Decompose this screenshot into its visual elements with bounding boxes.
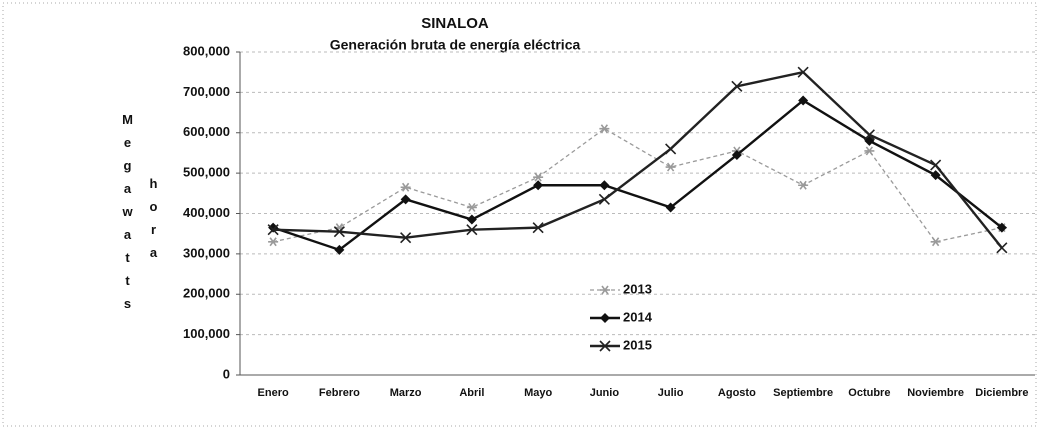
marker: [466, 202, 477, 212]
chart-title: SINALOA: [421, 15, 489, 32]
series-line: [272, 98, 1003, 252]
legend-label: 2015: [623, 337, 652, 352]
marker: [268, 237, 279, 247]
marker: [930, 159, 942, 171]
marker: [665, 143, 677, 155]
marker: [268, 222, 279, 233]
x-tick-label: Noviembre: [907, 387, 964, 399]
x-tick-label: Mayo: [524, 387, 552, 399]
series-line: [273, 70, 1003, 249]
marker: [400, 182, 411, 192]
marker: [400, 232, 412, 244]
marker: [466, 224, 478, 236]
y-tick-label: 400,000: [183, 205, 230, 220]
marker: [864, 146, 875, 156]
legend-label: 2013: [623, 281, 652, 296]
x-tick-label: Julio: [658, 387, 684, 399]
chart-subtitle: Generación bruta de energía eléctrica: [330, 37, 581, 53]
marker: [599, 340, 611, 352]
marker: [731, 149, 742, 160]
marker: [333, 226, 345, 238]
x-tick-label: Agosto: [718, 387, 756, 399]
x-tick-label: Septiembre: [773, 387, 833, 399]
marker: [665, 162, 676, 172]
x-tick-label: Octubre: [848, 387, 890, 399]
marker: [863, 129, 875, 141]
marker: [267, 224, 279, 236]
marker: [533, 172, 544, 182]
x-tick-label: Febrero: [319, 387, 360, 399]
y-tick-label: 0: [223, 366, 230, 381]
marker: [466, 214, 477, 225]
series-line: [272, 127, 1003, 243]
marker: [334, 244, 345, 255]
marker: [798, 95, 809, 106]
x-tick-label: Marzo: [390, 387, 422, 399]
marker: [930, 237, 941, 247]
marker: [798, 180, 809, 190]
marker: [996, 242, 1008, 254]
y-axis-label: hora: [146, 176, 161, 268]
y-tick-label: 700,000: [183, 84, 230, 99]
x-tick-label: Junio: [590, 387, 620, 399]
marker: [598, 193, 610, 205]
y-tick-label: 600,000: [183, 124, 230, 139]
marker: [532, 222, 544, 234]
y-tick-label: 200,000: [183, 286, 230, 301]
marker: [599, 124, 610, 134]
y-tick-label: 100,000: [183, 326, 230, 341]
marker: [600, 313, 610, 323]
marker: [599, 180, 610, 191]
x-tick-label: Enero: [258, 387, 289, 399]
marker: [400, 194, 411, 205]
y-tick-label: 300,000: [183, 245, 230, 260]
x-tick-label: Diciembre: [975, 387, 1028, 399]
y-tick-label: 800,000: [183, 43, 230, 58]
y-tick-label: 500,000: [183, 165, 230, 180]
marker: [600, 285, 610, 295]
marker: [930, 170, 941, 181]
y-axis-label: Megawatts: [120, 112, 135, 319]
marker: [731, 80, 743, 92]
marker: [797, 66, 809, 78]
marker: [665, 202, 676, 213]
legend-label: 2014: [623, 309, 653, 324]
x-tick-label: Abril: [459, 387, 484, 399]
marker: [996, 222, 1007, 233]
marker: [533, 180, 544, 191]
